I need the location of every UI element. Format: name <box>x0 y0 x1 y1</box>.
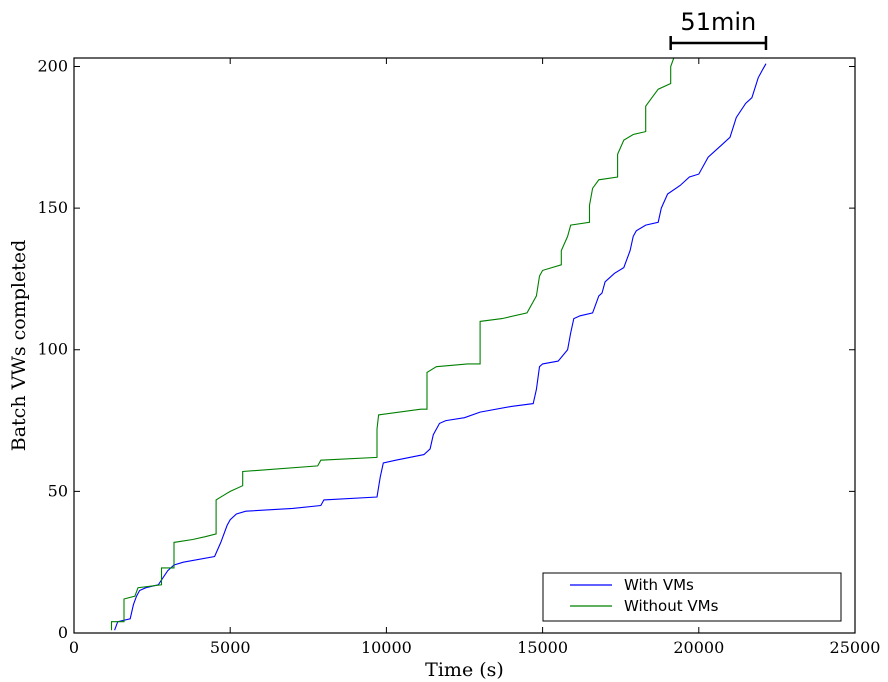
y-axis-label: Batch VWs completed <box>8 240 30 452</box>
x-tick-label: 0 <box>69 638 79 657</box>
y-tick-label: 200 <box>37 56 68 75</box>
x-tick-label: 15000 <box>517 638 568 657</box>
legend: With VMs Without VMs <box>542 572 842 622</box>
annotation: 51min <box>669 8 768 50</box>
series-layer <box>110 57 767 631</box>
x-tick-label: 5000 <box>210 638 251 657</box>
legend-box <box>542 572 842 622</box>
y-tick-label: 0 <box>58 623 68 642</box>
x-tick-label: 20000 <box>673 638 724 657</box>
x-tick-label: 10000 <box>361 638 412 657</box>
series-line-1 <box>110 57 675 631</box>
series-line-0 <box>114 63 767 631</box>
y-tick-label: 150 <box>37 198 68 217</box>
plot-area <box>74 58 855 633</box>
plot-frame <box>73 57 856 634</box>
y-tick-label: 100 <box>37 340 68 359</box>
x-axis-label: Time (s) <box>425 659 504 681</box>
legend-label-without-vms: Without VMs <box>624 597 719 615</box>
y-tick-label: 50 <box>48 481 68 500</box>
annotation-text: 51min <box>680 8 756 36</box>
legend-label-with-vms: With VMs <box>624 576 694 594</box>
x-tick-label: 25000 <box>830 638 881 657</box>
